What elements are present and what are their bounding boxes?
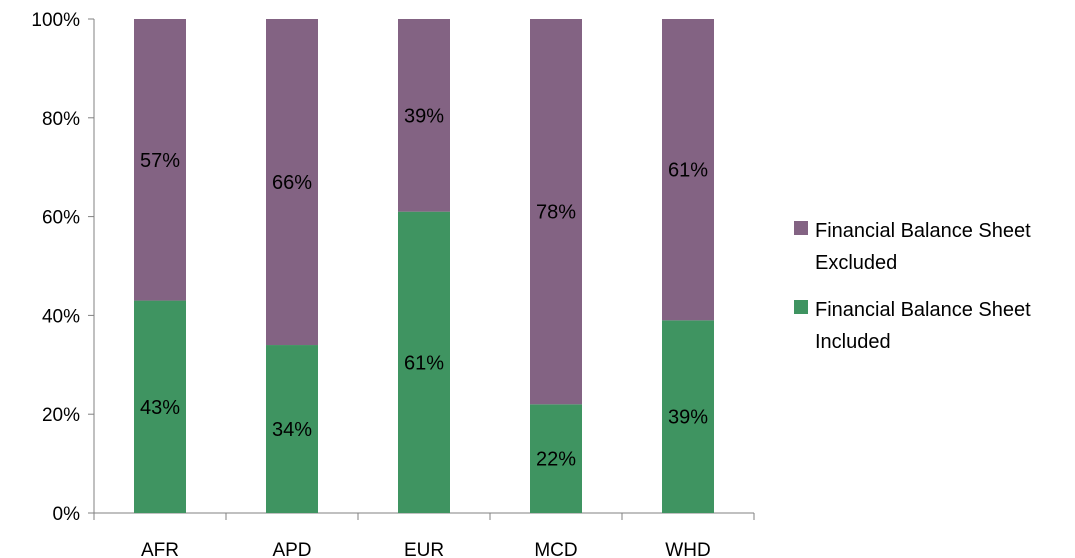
data-label: 39%: [404, 105, 444, 127]
data-label: 61%: [668, 160, 708, 182]
data-label: 66%: [272, 172, 312, 194]
x-tick-label: AFR: [141, 540, 179, 558]
data-label: 22%: [536, 449, 576, 471]
data-label: 57%: [140, 150, 180, 172]
bar-segment-included-afr: [134, 300, 186, 513]
y-tick-label: 80%: [42, 109, 80, 130]
data-label: 61%: [404, 352, 444, 374]
legend-label: Financial Balance Sheet: [815, 299, 1031, 321]
bar-segment-included-mcd: [530, 404, 582, 513]
legend: Financial Balance Sheet Excluded Financial…: [794, 220, 1031, 353]
data-label: 78%: [536, 202, 576, 224]
data-label: 39%: [668, 407, 708, 429]
bar-segment-excluded-apd: [266, 19, 318, 346]
data-label: 43%: [140, 397, 180, 419]
x-tick-label: APD: [272, 540, 311, 558]
legend-label: Included: [815, 331, 891, 353]
x-tick-label: MCD: [534, 540, 577, 558]
bar-segment-excluded-afr: [134, 19, 186, 301]
y-tick-label: 100%: [31, 10, 80, 31]
x-tick-label: EUR: [404, 540, 444, 558]
bar-segment-included-whd: [662, 320, 714, 513]
bar-segment-excluded-mcd: [530, 19, 582, 405]
x-tick-label: WHD: [665, 540, 710, 558]
bar-segment-excluded-eur: [398, 19, 450, 212]
legend-swatch: [794, 221, 808, 235]
legend-label: Financial Balance Sheet: [815, 220, 1031, 242]
bar-segment-included-apd: [266, 345, 318, 513]
legend-swatch: [794, 300, 808, 314]
y-tick-label: 40%: [42, 306, 80, 327]
plot-area: 0% 20% 40% 60% 80% 100% 43% 57% AFR 34% 66% APD 61% 3…: [31, 10, 755, 558]
bar-segment-excluded-whd: [662, 19, 714, 321]
data-label: 34%: [272, 419, 312, 441]
legend-label: Excluded: [815, 252, 897, 274]
y-tick-label: 0%: [53, 504, 81, 525]
bar-segment-included-eur: [398, 211, 450, 513]
y-tick-label: 60%: [42, 208, 80, 229]
y-tick-label: 20%: [42, 405, 80, 426]
